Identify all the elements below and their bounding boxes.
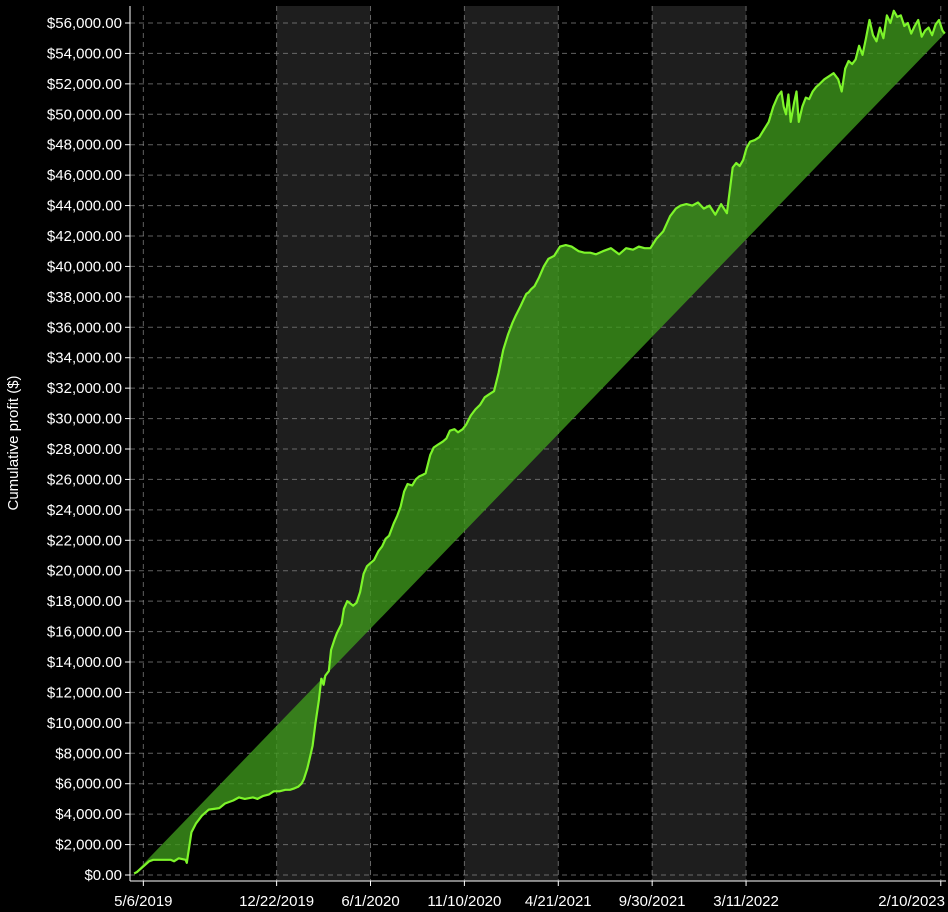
y-tick-label: $20,000.00 xyxy=(47,563,122,580)
x-tick-label: 9/30/2021 xyxy=(619,893,686,910)
y-tick-label: $14,000.00 xyxy=(47,654,122,671)
profit-area xyxy=(134,10,945,874)
x-tick-label: 3/11/2022 xyxy=(713,893,779,910)
axes xyxy=(125,6,946,886)
y-tick-label: $6,000.00 xyxy=(55,776,122,793)
x-tick-label: 12/22/2019 xyxy=(239,893,314,910)
y-tick-label: $26,000.00 xyxy=(47,471,122,488)
profit-line xyxy=(133,9,946,875)
y-tick-label: $50,000.00 xyxy=(47,106,122,123)
y-tick-label: $16,000.00 xyxy=(47,624,122,641)
y-tick-label: $52,000.00 xyxy=(47,76,122,93)
x-tick-label: 4/21/2021 xyxy=(525,893,592,910)
profit-series xyxy=(133,9,946,875)
y-tick-label: $8,000.00 xyxy=(55,745,122,762)
y-tick-label: $38,000.00 xyxy=(47,289,122,306)
y-tick-label: $46,000.00 xyxy=(47,167,122,184)
y-tick-label: $0.00 xyxy=(84,867,122,884)
y-tick-label: $42,000.00 xyxy=(47,228,122,245)
y-tick-label: $30,000.00 xyxy=(47,411,122,428)
y-tick-label: $22,000.00 xyxy=(47,532,122,549)
x-tick-labels: 5/6/2019 12/22/2019 6/1/2020 11/10/2020 4/21… xyxy=(114,893,945,910)
y-tick-label: $18,000.00 xyxy=(47,593,122,610)
y-tick-labels: $0.00 $2,000.00 $4,000.00 $6,000.00 $8,000.0… xyxy=(47,15,122,884)
x-tick-label: 2/10/2023 xyxy=(878,893,945,910)
x-tick-label: 5/6/2019 xyxy=(114,893,172,910)
y-tick-label: $34,000.00 xyxy=(47,350,122,367)
y-tick-label: $4,000.00 xyxy=(55,806,122,823)
x-tick-label: 11/10/2020 xyxy=(427,893,501,910)
y-tick-label: $44,000.00 xyxy=(47,198,122,215)
y-tick-label: $48,000.00 xyxy=(47,137,122,154)
y-tick-label: $2,000.00 xyxy=(55,837,122,854)
y-tick-label: $24,000.00 xyxy=(47,502,122,519)
shaded-band xyxy=(652,6,747,881)
y-tick-label: $40,000.00 xyxy=(47,258,122,275)
x-tick-label: 6/1/2020 xyxy=(341,893,399,910)
y-tick-label: $12,000.00 xyxy=(47,684,122,701)
y-tick-label: $32,000.00 xyxy=(47,380,122,397)
y-axis-label: Cumulative profit ($) xyxy=(5,375,22,510)
y-tick-label: $54,000.00 xyxy=(47,45,122,62)
y-tick-label: $56,000.00 xyxy=(47,15,122,32)
y-tick-label: $28,000.00 xyxy=(47,441,122,458)
y-tick-label: $10,000.00 xyxy=(47,715,122,732)
y-tick-label: $36,000.00 xyxy=(47,319,122,336)
